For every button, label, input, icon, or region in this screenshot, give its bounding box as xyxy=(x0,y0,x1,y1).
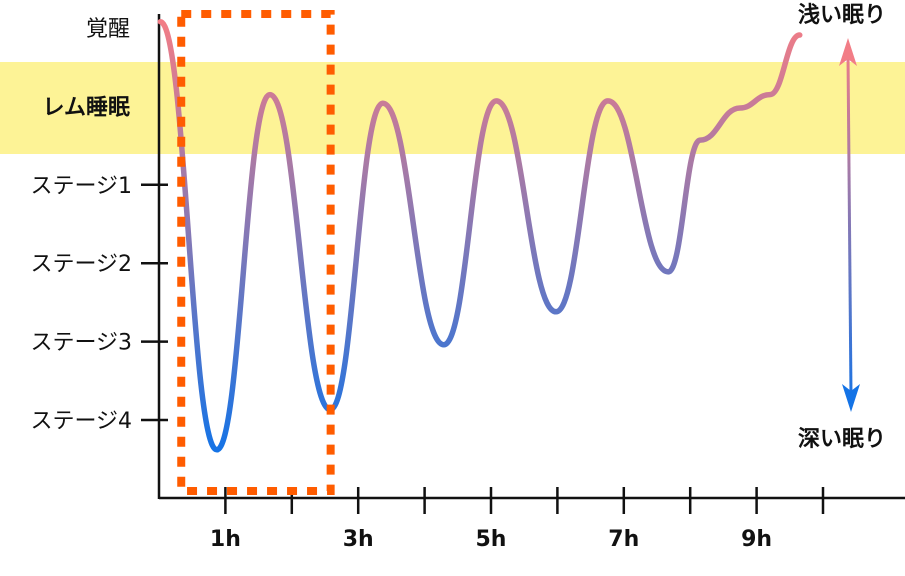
light-sleep-label: 浅い眠り xyxy=(798,3,886,28)
x-tick-label: 1h xyxy=(210,527,241,552)
rem-sleep-band xyxy=(0,62,905,154)
sleep-depth-line xyxy=(157,18,803,453)
x-tick-label: 3h xyxy=(343,527,374,552)
x-tick-label: 7h xyxy=(608,527,639,552)
y-tick-label: ステージ4 xyxy=(30,409,132,434)
deep-sleep-label: 深い眠り xyxy=(798,427,886,452)
arrow-down-icon xyxy=(842,384,860,412)
y-tick-label: ステージ2 xyxy=(30,252,132,277)
x-tick-label: 9h xyxy=(741,527,772,552)
arrow-up-icon xyxy=(839,38,857,66)
y-tick-label: レム睡眠 xyxy=(42,95,130,120)
depth-arrow xyxy=(839,38,860,412)
y-tick-label: ステージ1 xyxy=(30,174,132,199)
y-tick-label: 覚醒 xyxy=(86,17,130,42)
y-tick-label: ステージ3 xyxy=(30,331,132,356)
first-cycle-highlight-box xyxy=(177,10,335,495)
x-tick-label: 5h xyxy=(476,527,507,552)
